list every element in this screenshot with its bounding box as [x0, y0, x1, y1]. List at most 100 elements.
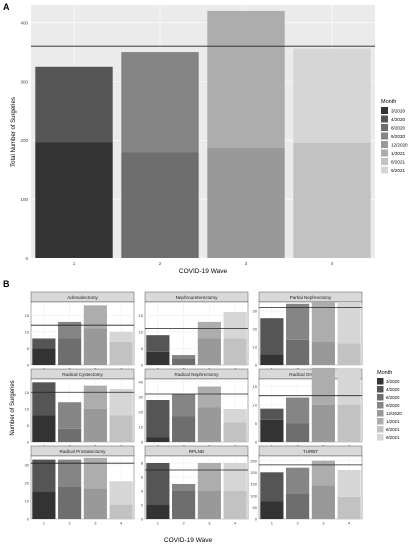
facet-y-tick-label: 10 [25, 499, 30, 504]
panel-a-legend-swatch [381, 124, 388, 131]
panel-a-legend-label: 8/2021 [391, 159, 405, 164]
panel-a-legend-swatch [381, 166, 388, 174]
facet-y-tick-label: 40 [139, 380, 144, 385]
facet-bar-segment [172, 358, 196, 365]
facet-x-tick-label: 1 [43, 521, 46, 526]
facet-bar-segment [260, 318, 284, 355]
facet-rplnd: RPLND 0 2 4 6 8 1 2 3 4 [141, 445, 249, 526]
facet-bar-segment [311, 367, 335, 405]
facet-y-tick-label: 15 [25, 313, 30, 318]
facet-y-tick-label: 15 [253, 384, 258, 389]
panel-a-y-tick-label: 0 [25, 256, 28, 261]
facet-bar-segment [197, 321, 221, 339]
facet-bar-segment [286, 339, 310, 365]
facet-y-tick-label: 0 [27, 363, 30, 368]
facet-bar-segment [83, 488, 107, 519]
facet-bar-segment [311, 485, 335, 519]
facet-bar-segment [58, 459, 82, 487]
facet-bar-segment [337, 343, 361, 365]
facet-x-tick-label: 2 [183, 521, 186, 526]
facet-bar-segment [172, 416, 196, 442]
facet-x-tick-label: 1 [157, 521, 160, 526]
panel-a-bar-segment [207, 147, 285, 258]
panel-a-y-ticks: 0 100 200 300 400 [20, 20, 28, 260]
facet-title: RPLND [189, 449, 205, 454]
facet-y-tick-label: 30 [139, 395, 144, 400]
facet-bar-segment [223, 491, 247, 519]
facet-y-tick-label: 0 [141, 363, 144, 368]
facet-bar-segment [197, 463, 221, 491]
facet-y-tick-label: 50 [253, 505, 258, 510]
facet-bar-segment [197, 407, 221, 442]
facet-bar-segment [286, 423, 310, 442]
facet-nephroureterectomy: Nephroureterectomy0510151234 [139, 291, 249, 372]
facet-y-tick-label: 6 [141, 475, 144, 480]
facet-bar-segment [197, 491, 221, 519]
facet-y-tick-label: 10 [25, 406, 30, 411]
facet-bar-segment [337, 470, 361, 497]
facet-title: Radical Orchiectomy [289, 372, 332, 377]
panel-a-x-tick-label: 1 [73, 261, 76, 266]
facet-bar-segment [223, 409, 247, 423]
facet-bar-segment [83, 385, 107, 409]
panel-a-legend-swatch [381, 141, 388, 148]
panel-b: B Adrenalectomy0510151234Nephroureterect… [3, 279, 402, 544]
facet-y-tick-label: 0 [255, 440, 258, 445]
facet-bar-segment [223, 311, 247, 339]
facet-bar-segment [286, 397, 310, 424]
panel-b-legend: Month 3/2020 4/2020 8/2020 9/2020 12/2020 1/2… [377, 370, 402, 441]
panel-a-x-tick-label: 3 [245, 261, 248, 266]
panel-a-x-axis-label: COVID-19 Wave [179, 268, 228, 275]
facet-bar-segment [172, 484, 196, 491]
facet-x-tick-label: 2 [297, 521, 300, 526]
panel-a-bar-segment [207, 10, 285, 148]
panel-b-legend-swatch [377, 402, 384, 409]
facet-bar-segment [32, 382, 56, 416]
facet-y-tick-label: 15 [25, 390, 30, 395]
facet-bar-segment [109, 341, 133, 365]
panel-a-bar-segment [121, 52, 199, 153]
facet-bar-segment [286, 467, 310, 494]
facet-title: Radical Prostatectomy [60, 449, 107, 454]
facet-bar-segment [337, 496, 361, 519]
facet-y-tick-label: 10 [253, 345, 258, 350]
facet-bar-segment [260, 501, 284, 519]
panel-b-legend-swatch [377, 394, 384, 401]
panel-a-bar-segment [293, 48, 371, 143]
facet-y-tick-label: 30 [25, 463, 30, 468]
panel-a-x-tick-label: 4 [331, 261, 334, 266]
facet-bar-segment [32, 415, 56, 442]
facet-y-tick-label: 10 [139, 425, 144, 430]
facet-title: Partial Nephrectomy [290, 295, 332, 300]
facet-bar-segment [32, 348, 56, 365]
facet-y-tick-label: 100 [250, 493, 257, 498]
facet-bar-segment [146, 437, 170, 442]
facet-bar-segment [58, 428, 82, 442]
panel-a-y-axis-label: Total Number of Surgeries [11, 97, 17, 167]
facet-radical-cystectomy: Radical Cystectomy0510151234 [25, 368, 135, 449]
facet-bar-segment [223, 422, 247, 442]
facet-y-tick-label: 0 [141, 517, 144, 522]
facet-bar-segment [172, 355, 196, 359]
facet-bar-segment [146, 335, 170, 352]
facet-bar-segment [172, 394, 196, 417]
panel-a-x-ticks: 1 2 3 4 [73, 261, 334, 266]
facet-x-tick-label: 2 [69, 521, 72, 526]
facet-y-tick-label: 10 [253, 403, 258, 408]
panel-b-label: B [3, 279, 10, 289]
facet-turbt: TURBT 0 50 100 150 200 250 1 2 3 4 [250, 445, 363, 526]
panel-a-legend-swatch [381, 107, 388, 114]
panel-b-y-axis-label: Number of Surgeries [10, 380, 16, 435]
facet-bar-segment [311, 404, 335, 442]
panel-b-facets: Adrenalectomy0510151234Nephroureterectom… [25, 291, 363, 526]
facet-bar-segment [146, 463, 170, 505]
panel-a-bar-segment [121, 152, 199, 258]
panel-a-y-tick-label: 100 [20, 197, 28, 202]
panel-a-legend-label: 4/2020 [391, 117, 405, 122]
facet-bar-segment [58, 338, 82, 365]
facet-bar-segment [32, 459, 56, 492]
panel-a-y-tick-label: 300 [20, 79, 28, 84]
panel-a-legend-swatch [381, 132, 388, 140]
panel-a-bar-segment [35, 66, 113, 143]
panel-a-legend-swatch [381, 149, 388, 157]
